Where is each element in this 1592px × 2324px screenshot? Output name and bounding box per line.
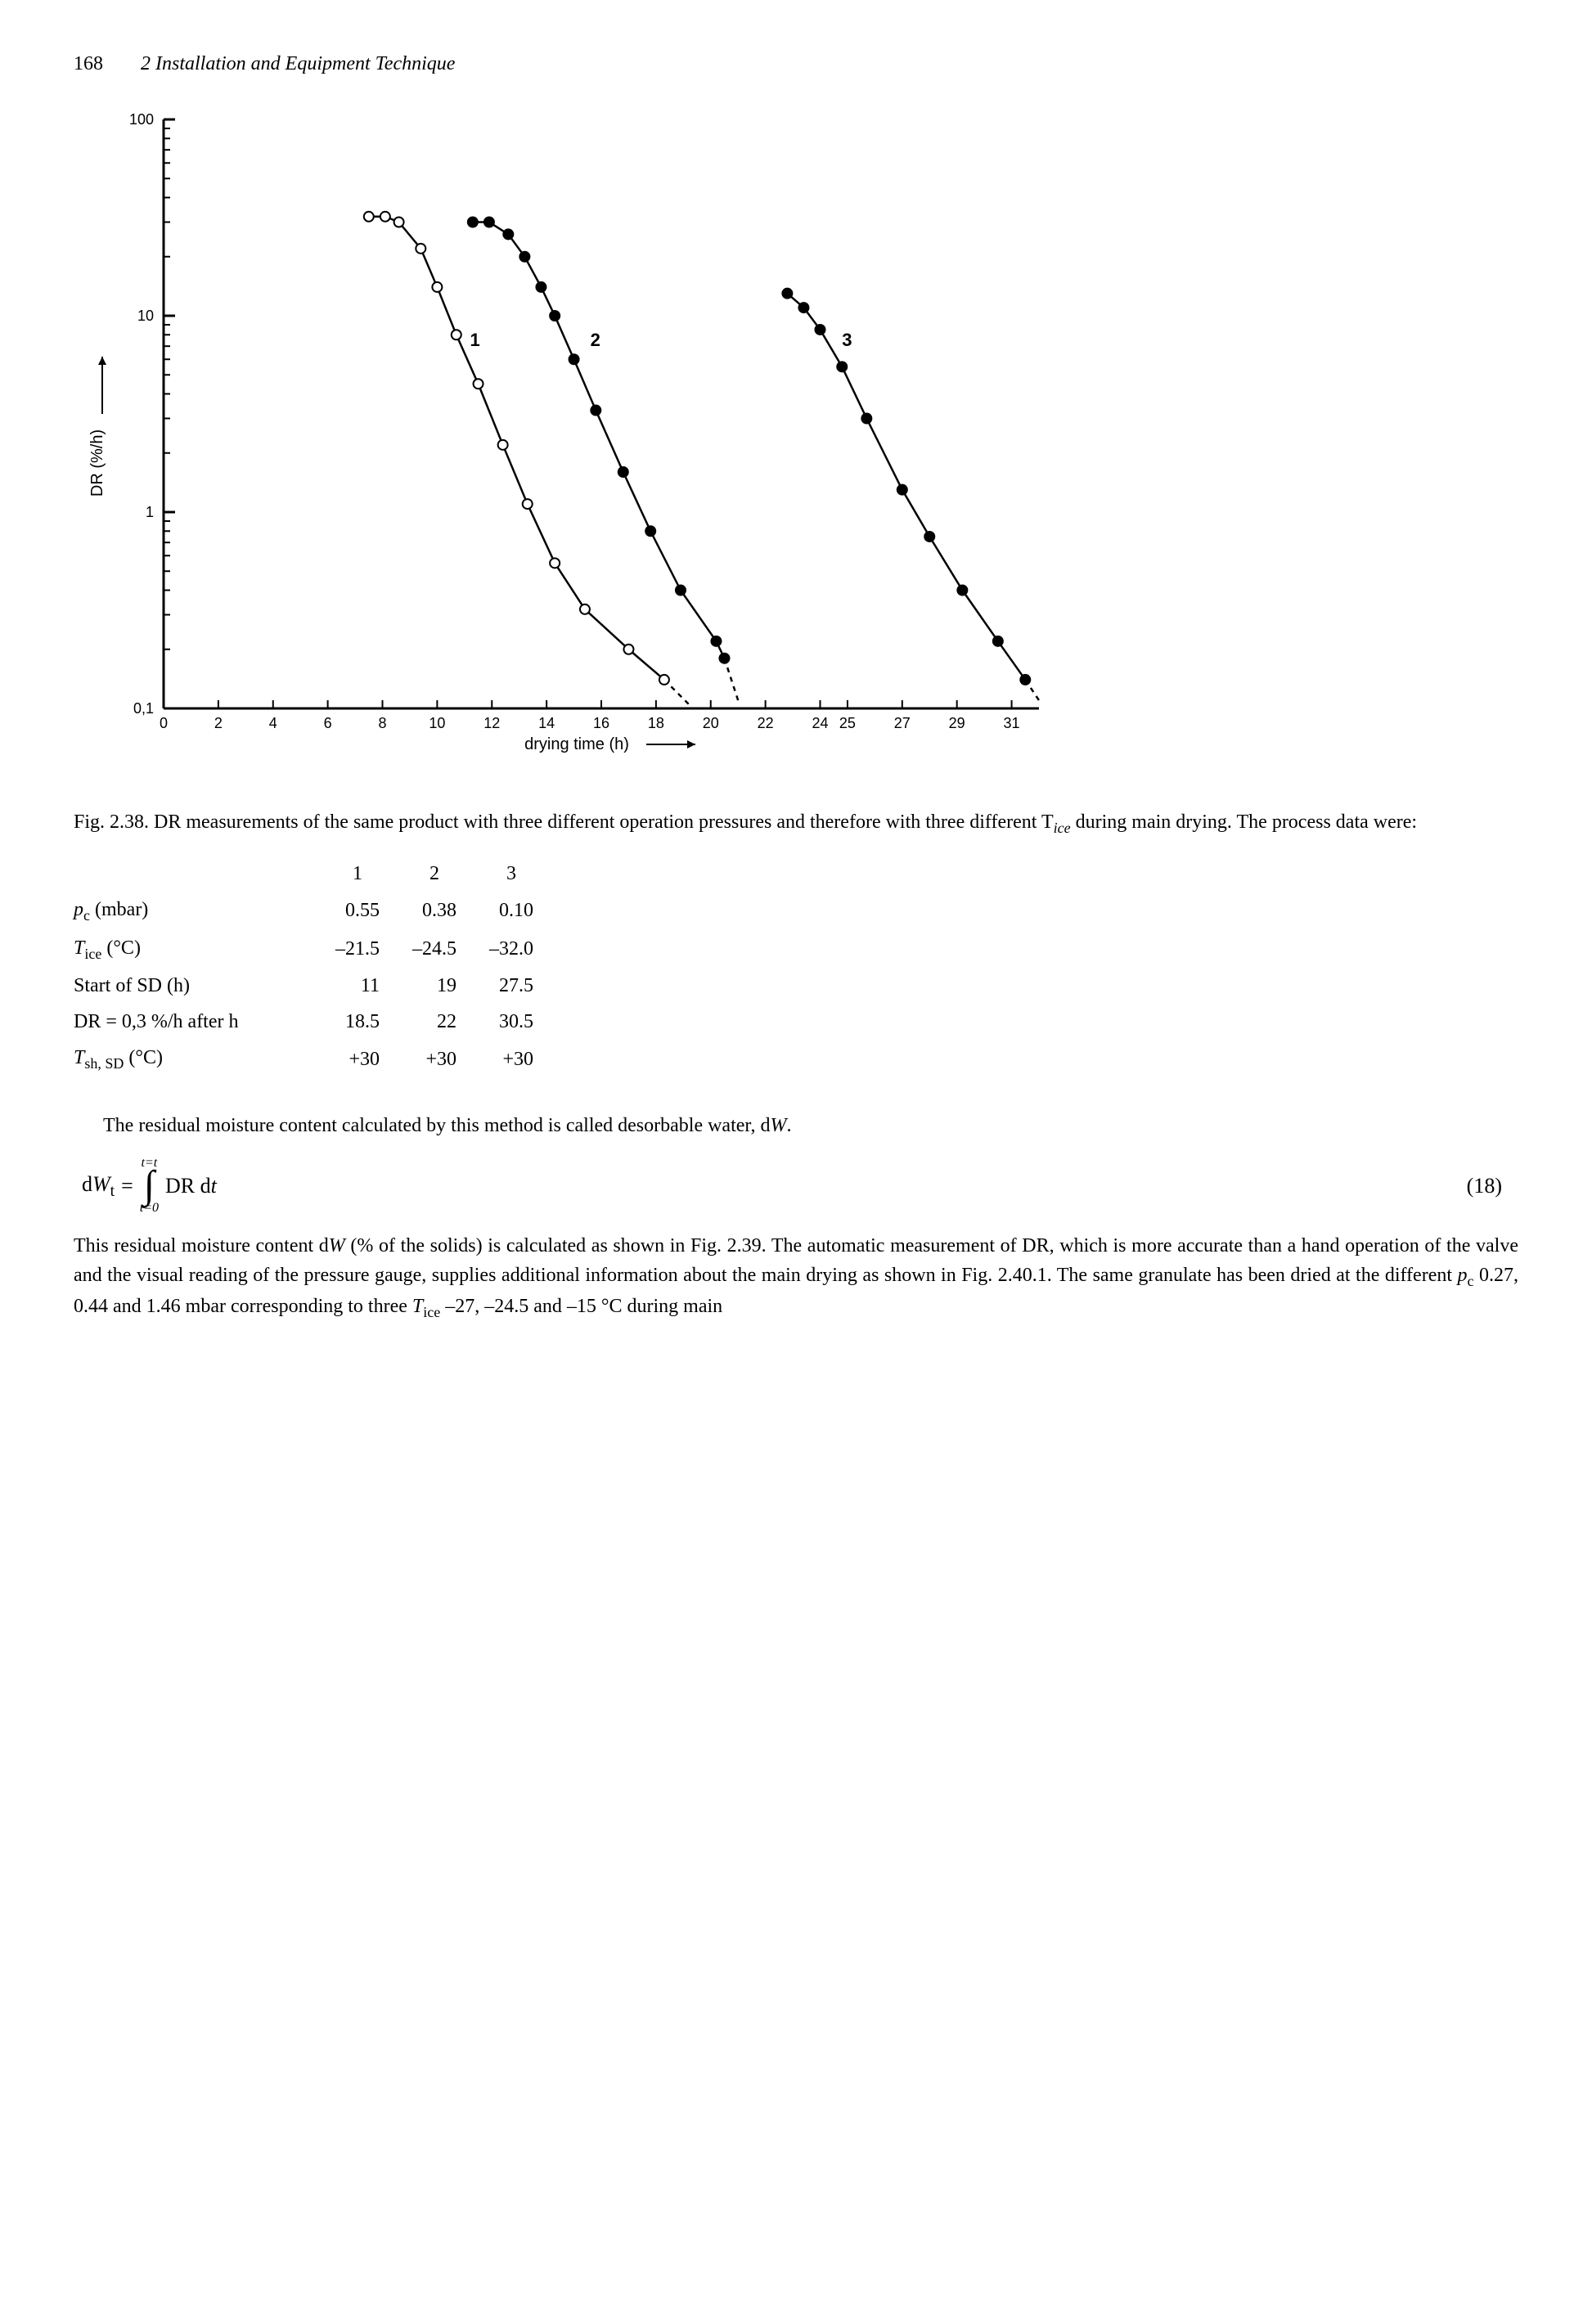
table-row: Tice (°C)–21.5–24.5–32.0: [74, 930, 566, 969]
table-header-blank: [74, 856, 335, 892]
row-label: Tsh, SD (°C): [74, 1040, 335, 1078]
table-row: Start of SD (h)111927.5: [74, 968, 566, 1004]
dr-chart: 0,111010002468101214161820222425272931dr…: [74, 103, 1518, 783]
row-label: Start of SD (h): [74, 968, 335, 1004]
caption-text-2: during main drying. The process data wer…: [1071, 811, 1417, 833]
row-label: DR = 0,3 %/h after h: [74, 1004, 335, 1040]
svg-text:27: 27: [894, 715, 911, 731]
process-data-table: 1 2 3 pc (mbar)0.550.380.10Tice (°C)–21.…: [74, 856, 566, 1078]
svg-text:22: 22: [758, 715, 774, 731]
svg-text:drying time (h): drying time (h): [524, 735, 629, 753]
svg-text:25: 25: [839, 715, 856, 731]
caption-text-1: DR measurements of the same product with…: [154, 811, 1054, 833]
equation-body: ddWWt = t=t ∫ t=0 DR dt: [74, 1157, 217, 1214]
integral-sign-icon: ∫: [144, 1170, 155, 1201]
svg-text:20: 20: [703, 715, 719, 731]
table-row: Tsh, SD (°C)+30+30+30: [74, 1040, 566, 1078]
equation-18: ddWWt = t=t ∫ t=0 DR dt (18): [74, 1157, 1518, 1214]
svg-text:3: 3: [842, 330, 852, 350]
cell: 18.5: [335, 1004, 412, 1040]
table-row: DR = 0,3 %/h after h18.52230.5: [74, 1004, 566, 1040]
svg-text:16: 16: [593, 715, 609, 731]
cell: –21.5: [335, 930, 412, 969]
equation-number: (18): [1467, 1170, 1518, 1202]
body-paragraph-1: The residual moisture content calculated…: [74, 1111, 1518, 1140]
table-header-row: 1 2 3: [74, 856, 566, 892]
chart-svg: 0,111010002468101214161820222425272931dr…: [74, 103, 1055, 774]
svg-text:29: 29: [949, 715, 965, 731]
cell: +30: [335, 1040, 412, 1078]
svg-text:0,1: 0,1: [133, 700, 154, 717]
svg-text:12: 12: [483, 715, 500, 731]
page-number: 168: [74, 49, 103, 79]
table-header-1: 1: [335, 856, 412, 892]
caption-label: Fig. 2.38.: [74, 811, 149, 833]
cell: 22: [412, 1004, 489, 1040]
cell: +30: [412, 1040, 489, 1078]
table-header-2: 2: [412, 856, 489, 892]
cell: –32.0: [489, 930, 566, 969]
cell: –24.5: [412, 930, 489, 969]
cell: 0.55: [335, 892, 412, 930]
svg-text:1: 1: [470, 330, 480, 350]
integral-block: t=t ∫ t=0: [140, 1157, 159, 1214]
svg-text:8: 8: [378, 715, 386, 731]
page-header: 168 2 Installation and Equipment Techniq…: [74, 49, 1518, 79]
svg-text:24: 24: [812, 715, 828, 731]
figure-caption: Fig. 2.38. DR measurements of the same p…: [74, 807, 1518, 839]
table-row: pc (mbar)0.550.380.10: [74, 892, 566, 930]
cell: 0.10: [489, 892, 566, 930]
row-label: Tice (°C): [74, 930, 335, 969]
svg-text:DR (%/h): DR (%/h): [88, 429, 106, 497]
caption-sub: ice: [1054, 820, 1071, 836]
cell: 30.5: [489, 1004, 566, 1040]
svg-text:2: 2: [214, 715, 223, 731]
cell: 19: [412, 968, 489, 1004]
svg-text:10: 10: [137, 308, 154, 324]
cell: 27.5: [489, 968, 566, 1004]
svg-text:0: 0: [160, 715, 168, 731]
cell: 11: [335, 968, 412, 1004]
cell: +30: [489, 1040, 566, 1078]
svg-text:31: 31: [1004, 715, 1020, 731]
svg-text:18: 18: [648, 715, 664, 731]
svg-text:10: 10: [429, 715, 445, 731]
svg-text:100: 100: [129, 111, 154, 128]
svg-text:2: 2: [591, 330, 600, 350]
svg-text:14: 14: [538, 715, 555, 731]
body-paragraph-2: This residual moisture content dW (% of …: [74, 1231, 1518, 1324]
table-header-3: 3: [489, 856, 566, 892]
cell: 0.38: [412, 892, 489, 930]
svg-text:6: 6: [324, 715, 332, 731]
row-label: pc (mbar): [74, 892, 335, 930]
svg-text:1: 1: [146, 504, 154, 520]
chapter-title: 2 Installation and Equipment Technique: [141, 53, 455, 74]
svg-text:4: 4: [269, 715, 277, 731]
